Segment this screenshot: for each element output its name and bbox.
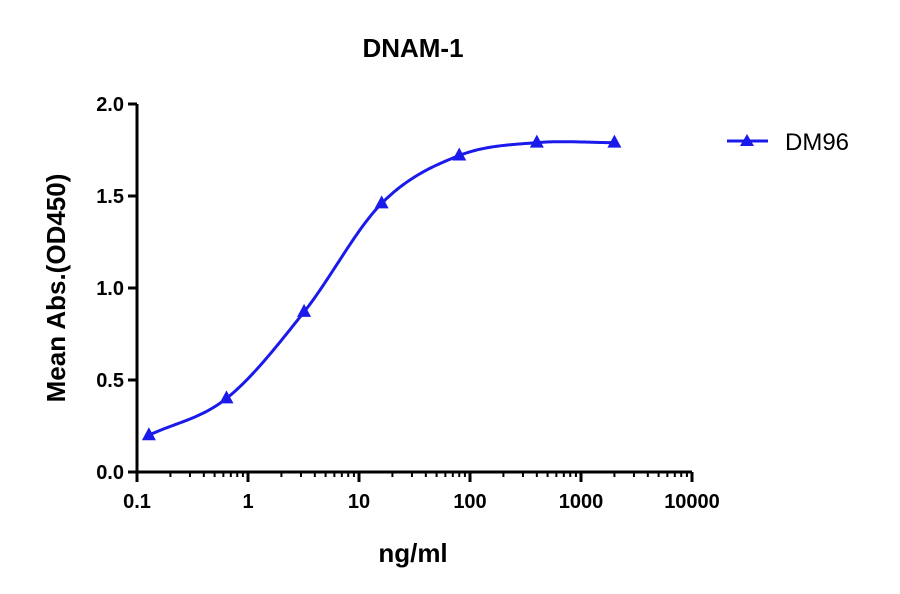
curve-layer <box>148 140 615 437</box>
x-tick-label: 1 <box>242 491 253 513</box>
data-point-marker <box>607 134 622 148</box>
data-point-marker <box>529 134 544 148</box>
legend: DM96 <box>727 129 849 156</box>
y-tick-label: 1.5 <box>96 186 124 208</box>
axes: 0.0 0.5 1.0 1.5 2.0 0.1 1 10 100 1000 10000 <box>96 94 720 513</box>
series-curve-dm96 <box>148 140 615 437</box>
legend-marker-triangle <box>740 134 754 146</box>
x-tick-label: 0.1 <box>123 491 151 513</box>
legend-label: DM96 <box>785 129 849 156</box>
data-point-marker <box>452 147 467 161</box>
data-point-marker <box>374 195 389 209</box>
y-axis-title: Mean Abs.(OD450) <box>41 174 71 403</box>
marker-layer <box>141 134 622 441</box>
x-tick-label: 100 <box>453 491 486 513</box>
y-tick-label: 0.5 <box>96 370 124 392</box>
x-tick-label: 10000 <box>664 491 720 513</box>
y-tick-label: 0.0 <box>96 462 124 484</box>
x-tick-label: 10 <box>348 491 370 513</box>
chart-title: DNAM-1 <box>362 33 463 63</box>
x-tick-label: 1000 <box>559 491 604 513</box>
data-point-marker <box>297 303 312 317</box>
x-axis-title: ng/ml <box>378 538 447 568</box>
data-point-marker <box>141 427 156 441</box>
y-tick-label: 1.0 <box>96 278 124 300</box>
data-point-marker <box>219 390 234 404</box>
y-tick-label: 2.0 <box>96 94 124 116</box>
